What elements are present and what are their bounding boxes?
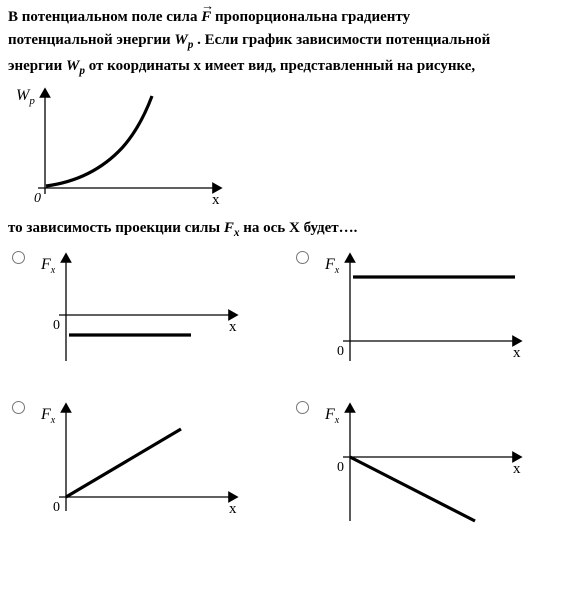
- q-line2b: . Если график зависимости потенциальной: [193, 32, 490, 48]
- x-axis-label: x: [212, 192, 220, 208]
- option-d: Fx x 0: [296, 399, 550, 529]
- q-line1a: В потенциальном поле сила: [8, 9, 201, 25]
- y-axis-label: Fx: [324, 256, 340, 276]
- main-chart-wp-vs-x: Wp x 0: [12, 84, 553, 214]
- option-b: Fx x 0: [296, 249, 550, 379]
- wp-symbol-2: Wp: [66, 58, 85, 74]
- option-b-chart: Fx x 0: [315, 249, 550, 379]
- option-c-radio-wrap: [12, 401, 25, 419]
- option-b-radio[interactable]: [296, 251, 309, 264]
- x-axis-label: x: [513, 345, 521, 361]
- option-d-radio[interactable]: [296, 401, 309, 414]
- x-axis-label: x: [513, 461, 521, 477]
- option-c-radio[interactable]: [12, 401, 25, 414]
- option-a-radio-wrap: [12, 251, 25, 269]
- options-grid: Fx x 0 Fx x 0: [8, 249, 553, 529]
- origin-label: 0: [53, 318, 60, 333]
- option-a-radio[interactable]: [12, 251, 25, 264]
- fx-line: [66, 429, 181, 497]
- option-c-chart: Fx x 0: [31, 399, 266, 529]
- x-axis-label: x: [229, 319, 237, 335]
- q-line3a: энергии: [8, 58, 66, 74]
- wp-curve: [46, 96, 152, 186]
- option-d-chart: Fx x 0: [315, 399, 550, 529]
- main-chart-svg: Wp x 0: [12, 84, 232, 209]
- wp-symbol: Wp: [174, 32, 193, 48]
- x-axis-label: x: [229, 501, 237, 517]
- option-b-radio-wrap: [296, 251, 309, 269]
- y-axis-label: Fx: [324, 406, 340, 426]
- fx-line: [350, 457, 475, 521]
- q-line1b: пропорциональна градиенту: [211, 9, 410, 25]
- y-axis-label: Fx: [40, 406, 56, 426]
- fx-symbol: Fx: [224, 220, 240, 236]
- option-a: Fx x 0: [12, 249, 266, 379]
- origin-label: 0: [337, 460, 344, 475]
- origin-label: 0: [53, 500, 60, 515]
- y-axis-label: Fx: [40, 256, 56, 276]
- q-line2a: потенциальной энергии: [8, 32, 174, 48]
- q-line3b: от координаты х имеет вид, представленны…: [85, 58, 475, 74]
- question-text: В потенциальном поле сила →F пропорциона…: [8, 6, 553, 80]
- y-axis-label: Wp: [16, 87, 35, 107]
- origin-label: 0: [337, 344, 344, 359]
- origin-label: 0: [34, 191, 41, 206]
- question-continuation: то зависимость проекции силы Fx на ось Х…: [8, 220, 553, 239]
- option-c: Fx x 0: [12, 399, 266, 529]
- option-d-radio-wrap: [296, 401, 309, 419]
- option-a-chart: Fx x 0: [31, 249, 266, 379]
- vector-F: →F: [201, 6, 211, 29]
